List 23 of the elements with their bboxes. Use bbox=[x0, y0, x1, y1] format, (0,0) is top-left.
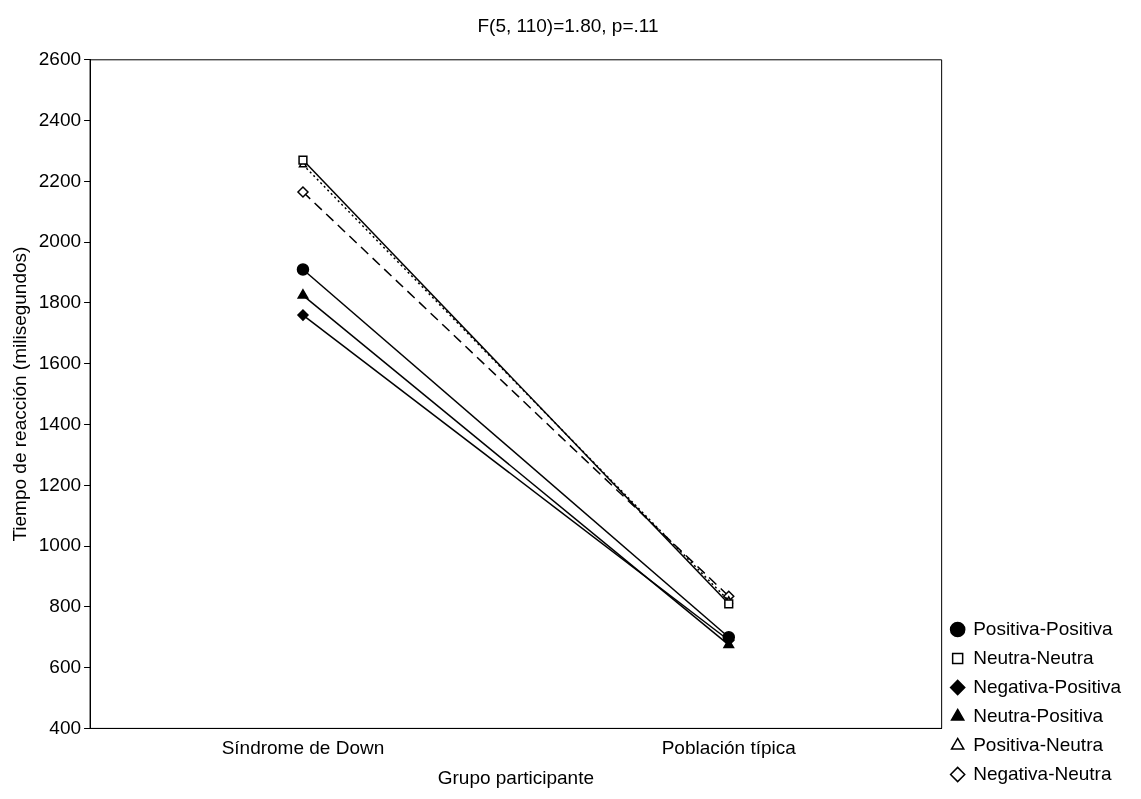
legend-label: Positiva-Positiva bbox=[973, 617, 1113, 639]
x-axis-title: Grupo participante bbox=[437, 766, 595, 788]
y-tick-label: 600 bbox=[49, 655, 82, 677]
x-tick-label: Síndrome de Down bbox=[221, 737, 385, 759]
y-tick-label: 1200 bbox=[38, 473, 82, 495]
y-tick-label: 1000 bbox=[38, 534, 82, 556]
y-tick-label: 2200 bbox=[38, 169, 82, 191]
y-tick-label: 800 bbox=[49, 595, 82, 617]
y-tick-label: 2600 bbox=[38, 48, 82, 70]
y-tick-label: 1600 bbox=[38, 351, 82, 373]
y-tick-label: 2000 bbox=[38, 230, 82, 252]
legend-label: Neutra-Neutra bbox=[973, 646, 1094, 668]
legend-label: Neutra-Positiva bbox=[973, 704, 1104, 726]
y-tick-label: 2400 bbox=[38, 108, 82, 130]
y-tick-label: 400 bbox=[49, 716, 82, 738]
chart-title: F(5, 110)=1.80, p=.11 bbox=[477, 14, 659, 36]
legend-label: Negativa-Positiva bbox=[973, 675, 1122, 697]
y-tick-label: 1400 bbox=[38, 412, 82, 434]
y-axis-title: Tiempo de reacción (milisegundos) bbox=[8, 246, 30, 542]
y-tick-label: 1800 bbox=[38, 291, 82, 313]
x-tick-label: Población típica bbox=[661, 737, 797, 759]
legend-label: Negativa-Neutra bbox=[973, 762, 1112, 784]
legend-label: Positiva-Neutra bbox=[973, 733, 1104, 755]
